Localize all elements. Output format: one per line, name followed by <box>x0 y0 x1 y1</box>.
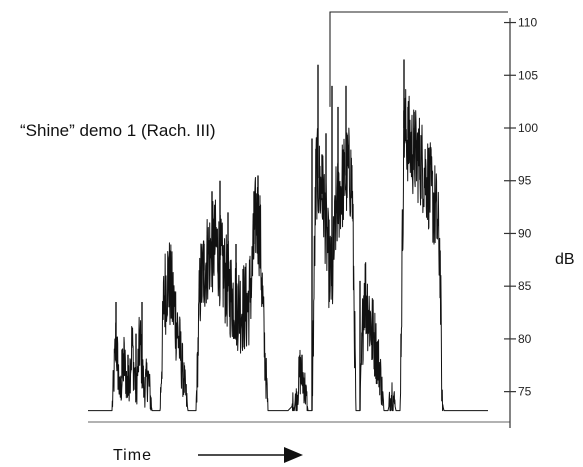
plot-area <box>87 11 510 423</box>
y-ticks: 75 80 85 90 95 100 105 110 <box>504 16 538 399</box>
time-arrow-icon <box>198 447 303 463</box>
x-axis-label: Time <box>113 447 152 464</box>
overload-bracket <box>329 11 508 107</box>
y-tick-label: 85 <box>518 279 532 293</box>
y-tick-label: 75 <box>518 385 532 399</box>
y-tick-label: 110 <box>518 16 537 30</box>
y-tick-label: 90 <box>518 226 532 240</box>
y-tick-label: 105 <box>518 68 538 82</box>
y-tick-label: 80 <box>518 332 532 346</box>
chart-title: “Shine” demo 1 (Rach. III) <box>20 121 216 140</box>
y-tick-label: 95 <box>518 174 532 188</box>
y-tick-label: 100 <box>518 121 538 135</box>
series-line <box>87 89 489 412</box>
y-axis-label: dB <box>555 251 575 268</box>
time-arrow-head <box>284 447 303 463</box>
